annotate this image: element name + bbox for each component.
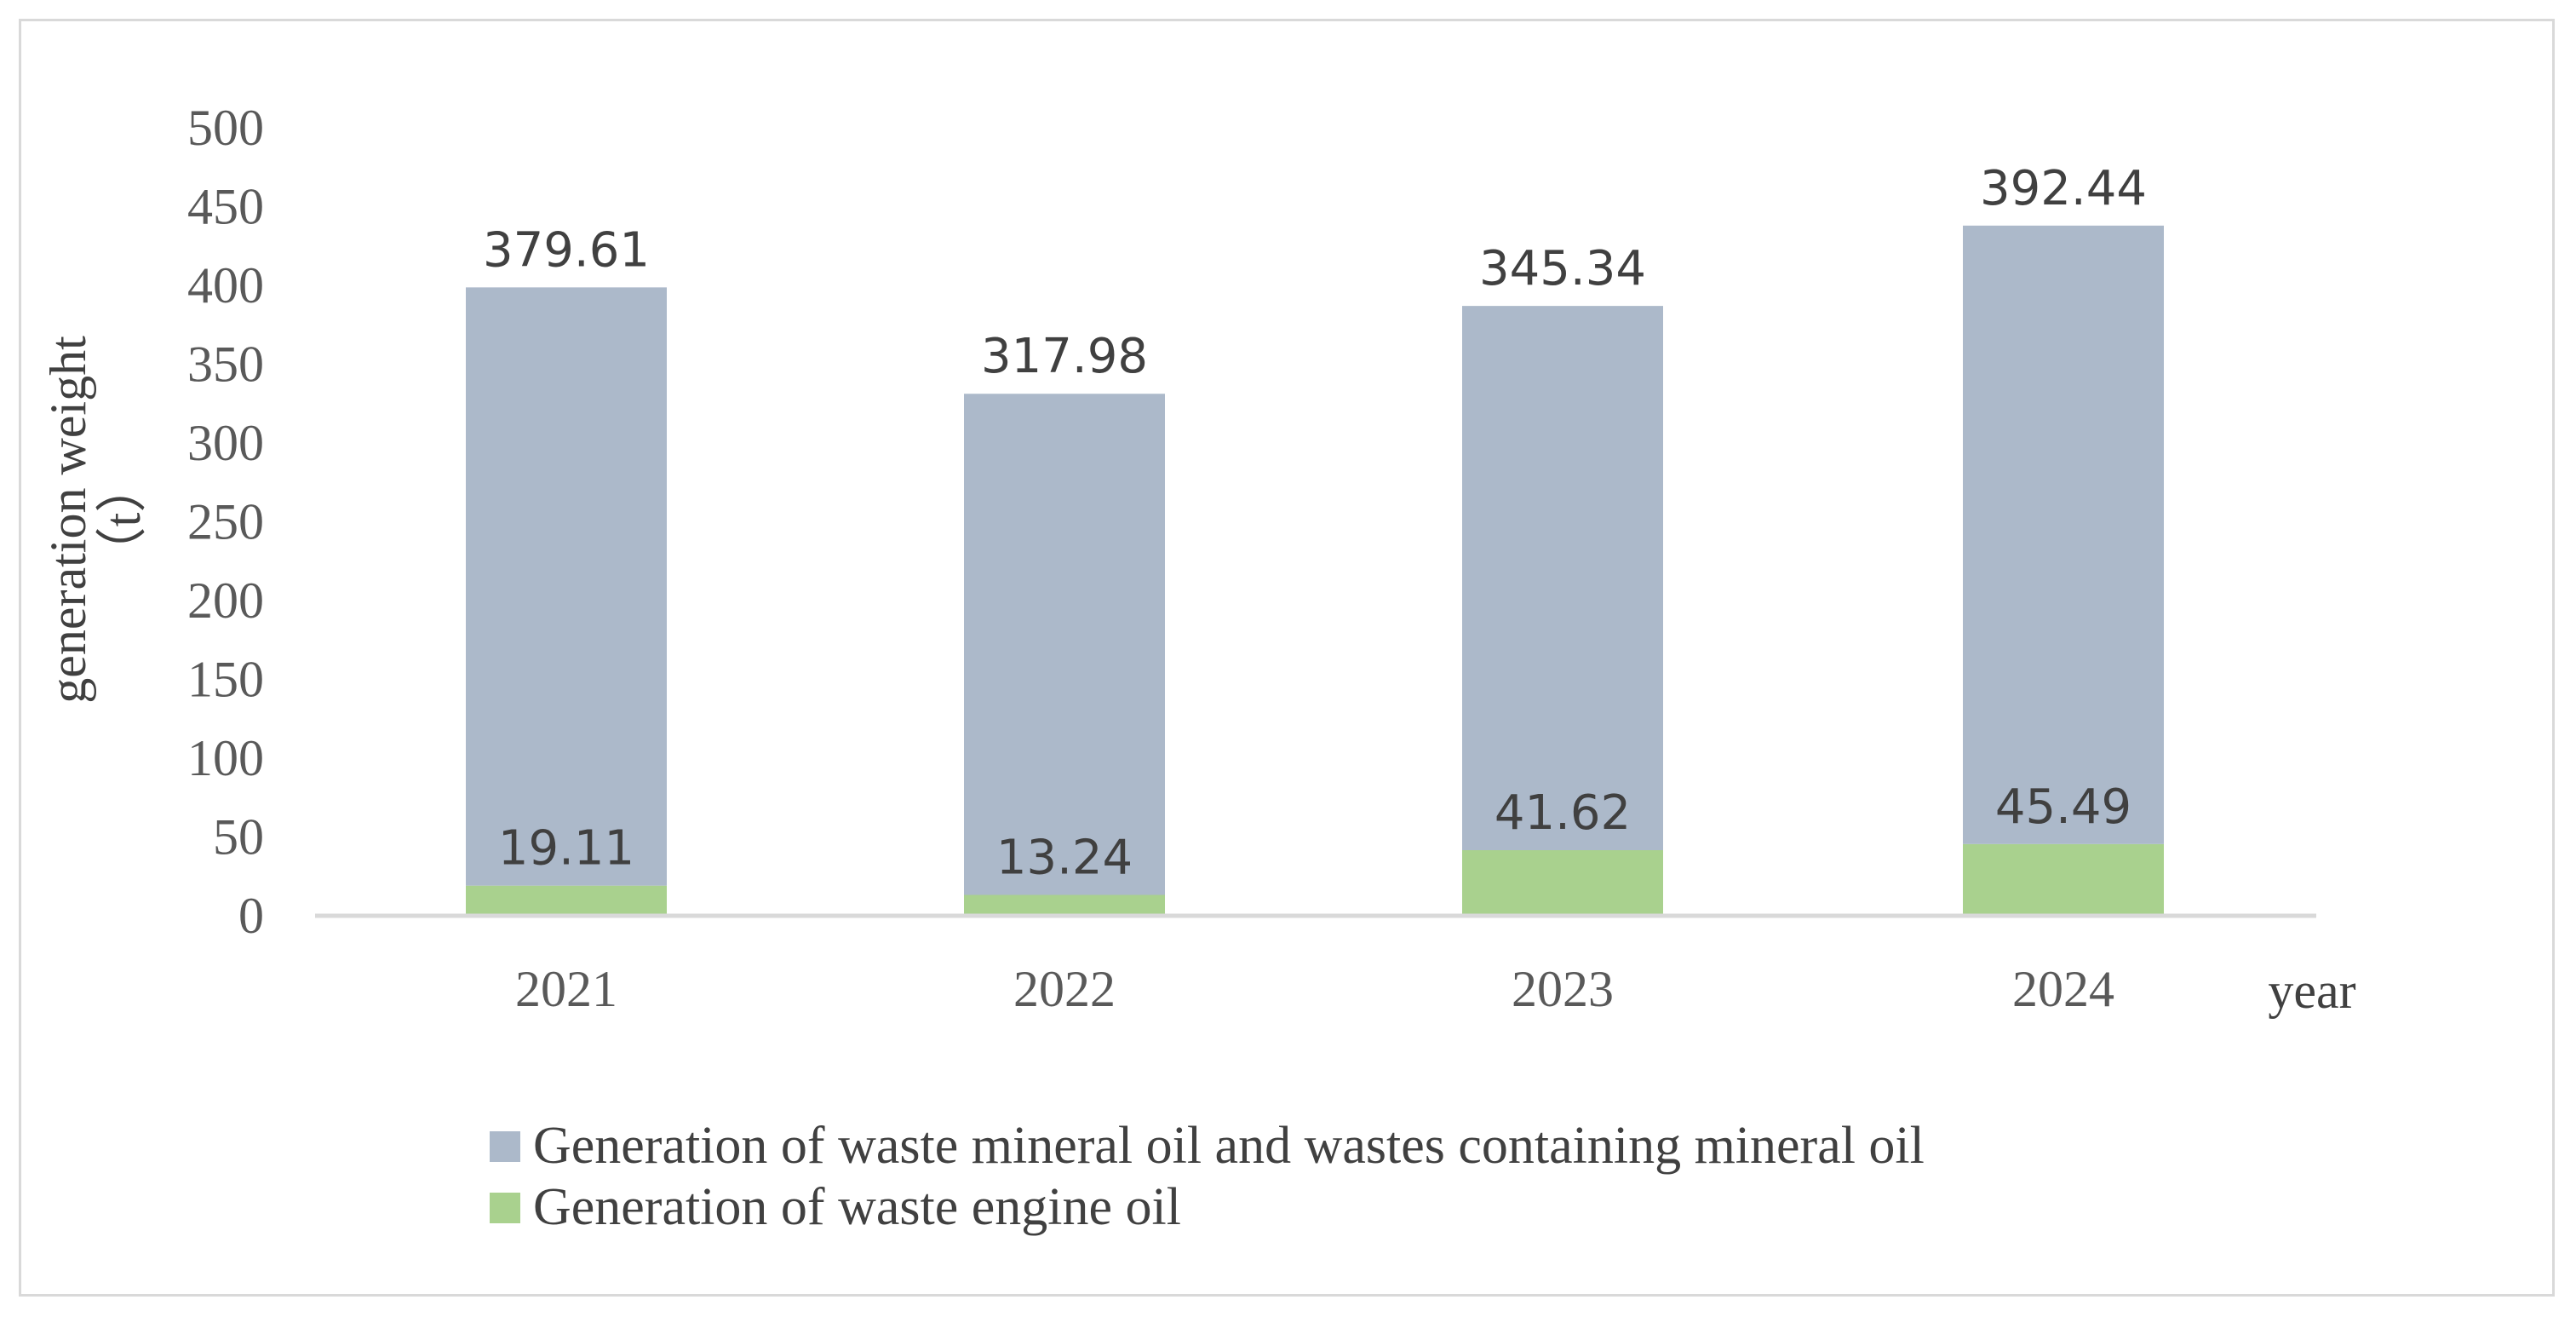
x-tick-label: 2023 xyxy=(1512,961,1614,1017)
data-labels: 379.61 19.11 317.98 13.24 345.34 41.62 392.44 4… xyxy=(483,161,2147,886)
x-axis-ticks: 2021 2022 2023 2024 xyxy=(515,961,2114,1017)
data-label-mineral-oil: 317.98 xyxy=(981,329,1148,384)
data-label-engine-oil: 19.11 xyxy=(498,821,634,877)
y-tick-label: 300 xyxy=(187,415,264,471)
y-axis-title-unit: （t） xyxy=(95,462,151,578)
bar-segment-mineral-oil xyxy=(1462,306,1663,851)
y-axis-title-main: generation weight xyxy=(40,336,96,704)
x-axis-title: year xyxy=(2268,963,2355,1019)
y-tick-label: 500 xyxy=(187,100,264,156)
legend-swatch xyxy=(490,1193,520,1223)
data-label-engine-oil: 45.49 xyxy=(1995,779,2131,835)
y-tick-label: 0 xyxy=(238,888,264,944)
legend-swatch xyxy=(490,1131,520,1162)
chart-frame xyxy=(19,19,2555,1297)
y-tick-label: 50 xyxy=(213,809,264,866)
x-tick-label: 2022 xyxy=(1013,961,1116,1017)
bar-segment-engine-oil xyxy=(1462,850,1663,916)
data-label-engine-oil: 41.62 xyxy=(1495,785,1631,841)
y-tick-label: 200 xyxy=(187,572,264,629)
y-tick-label: 350 xyxy=(187,336,264,393)
data-label-engine-oil: 13.24 xyxy=(996,831,1133,886)
bar-segment-mineral-oil xyxy=(466,287,667,886)
bar-segment-engine-oil xyxy=(964,894,1165,916)
y-tick-label: 450 xyxy=(187,179,264,235)
y-tick-label: 250 xyxy=(187,494,264,550)
data-label-mineral-oil: 392.44 xyxy=(1980,161,2147,216)
y-axis-title: generation weight （t） xyxy=(40,336,151,704)
bar-segment-mineral-oil xyxy=(964,394,1165,895)
data-label-mineral-oil: 379.61 xyxy=(483,222,650,278)
bar-segment-engine-oil xyxy=(466,885,667,916)
y-tick-label: 150 xyxy=(187,652,264,708)
bars xyxy=(466,225,2164,916)
data-label-mineral-oil: 345.34 xyxy=(1479,241,1646,296)
y-tick-label: 100 xyxy=(187,730,264,786)
bar-segment-mineral-oil xyxy=(1963,225,2164,844)
y-axis-ticks: 0 50 100 150 200 250 300 350 400 450 500 xyxy=(187,100,264,944)
x-tick-label: 2021 xyxy=(515,961,617,1017)
legend-label: Generation of waste engine oil xyxy=(533,1178,1181,1236)
y-tick-label: 400 xyxy=(187,257,264,313)
legend-label: Generation of waste mineral oil and wast… xyxy=(533,1117,1925,1175)
bar-segment-engine-oil xyxy=(1963,843,2164,916)
legend: Generation of waste mineral oil and wast… xyxy=(490,1117,1925,1236)
x-tick-label: 2024 xyxy=(2012,961,2114,1017)
